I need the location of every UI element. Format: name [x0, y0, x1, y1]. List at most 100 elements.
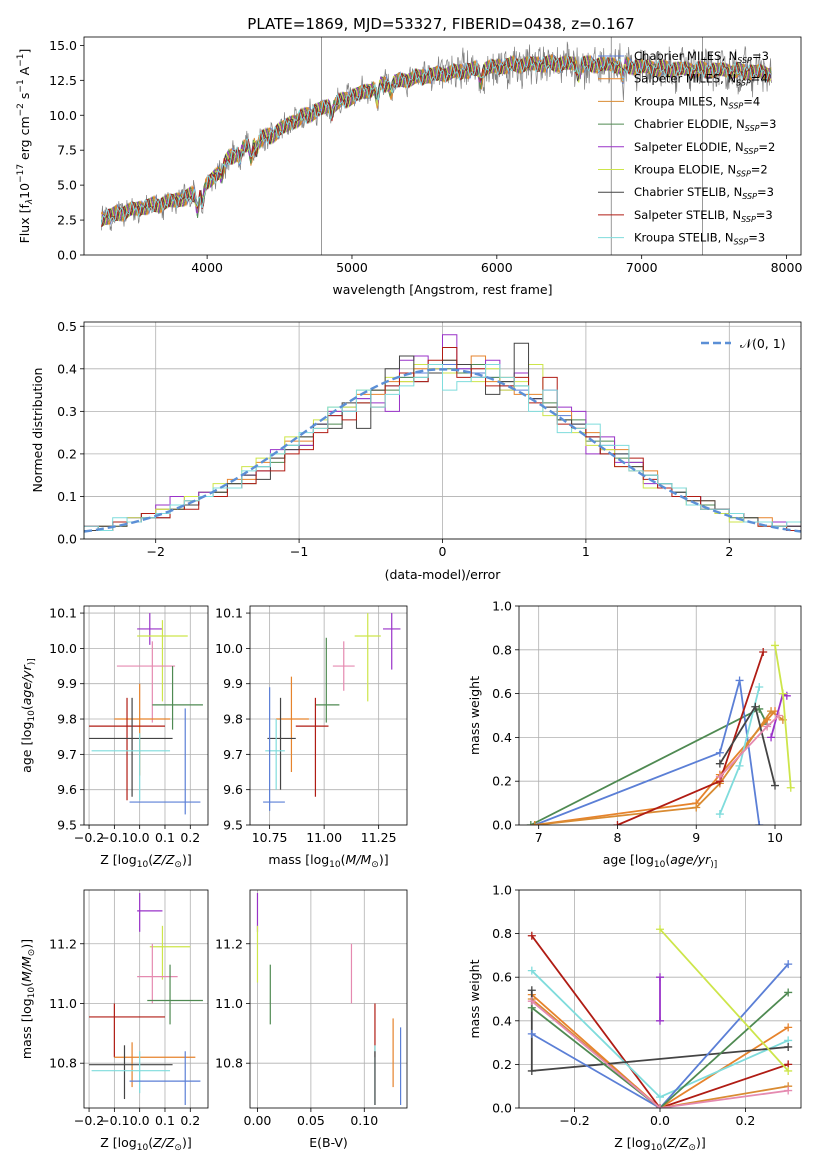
- age-vs-mass-ytick-label: 9.8: [223, 712, 243, 727]
- residuals-lines: [84, 334, 801, 539]
- age-vs-Z-ylabel-part: age [log: [19, 722, 34, 773]
- histogram-step: [84, 364, 801, 539]
- weight-marker: [784, 1066, 793, 1075]
- weight-marker: [715, 748, 724, 757]
- age-vs-Z-xlabel-part: ⊙: [174, 860, 182, 870]
- legend-label: Salpeter ELODIE, NSSP=2: [634, 140, 775, 156]
- weight-vs-Z-ytick-label: 0.2: [492, 1057, 512, 1072]
- mass-vs-ebv-xtick-label: 0.00: [244, 1113, 272, 1128]
- weight-line: [531, 935, 789, 1108]
- weight-vs-age-xlabel-part: 10: [654, 860, 666, 870]
- weight-vs-Z-ytick-label: 1.0: [492, 883, 512, 898]
- spectrum-frame: [83, 36, 802, 256]
- legend-label: Salpeter MILES, NSSP=4: [634, 72, 768, 88]
- age-vs-Z-ylabel-part: )]: [27, 658, 37, 665]
- spectrum-ytick-label: 12.5: [49, 73, 77, 88]
- residuals-ylabel: Normed distribution: [30, 368, 45, 493]
- mass-vs-Z-xlabel-part: (: [148, 1135, 153, 1150]
- weight-marker: [771, 641, 780, 650]
- age-vs-Z-ytick-label: 10.0: [49, 641, 77, 656]
- legend-label: Kroupa ELODIE, NSSP=2: [634, 163, 768, 179]
- weight-marker: [755, 683, 764, 692]
- age-vs-mass-xtick-label: 11.00: [306, 830, 342, 845]
- spectrum-axes: 4000 5000 6000 7000 8000 0.0 2.5 5.0 7.5 10.0 12.5…: [49, 38, 802, 275]
- weight-marker: [527, 1066, 536, 1075]
- mass-vs-Z-ylabel-part: )]: [19, 939, 34, 949]
- legend-sub: SSP: [745, 124, 760, 133]
- legend-label: Salpeter STELIB, NSSP=3: [634, 208, 773, 224]
- weight-marker: [527, 931, 536, 940]
- legend-name: Chabrier ELODIE, N: [634, 117, 745, 131]
- age-vs-Z-xtick-label: −0.2: [74, 830, 104, 845]
- mass-vs-Z-xlabel: Z [log10(Z/Z⊙)]: [100, 1135, 191, 1153]
- mass-vs-ebv-frame: [249, 889, 408, 1109]
- legend-n: =3: [756, 208, 773, 222]
- weight-line: [531, 1000, 789, 1108]
- legend-label: Chabrier STELIB, NSSP=3: [634, 185, 774, 201]
- weight-marker: [755, 821, 764, 825]
- legend-name: Salpeter MILES, N: [634, 72, 736, 86]
- legend-n: =3: [757, 185, 774, 199]
- weight-marker: [786, 783, 795, 792]
- weight-vs-Z-xlabel: Z [log10(Z/Z⊙)]: [614, 1135, 705, 1153]
- spectrum-ytick-label: 7.5: [57, 143, 77, 158]
- weight-marker: [527, 966, 536, 975]
- residuals-ytick-label: 0.5: [57, 319, 77, 334]
- spectrum-ytick-label: 2.5: [57, 213, 77, 228]
- weight-marker: [767, 733, 776, 742]
- weight-marker: [656, 1104, 664, 1108]
- weight-marker: [527, 986, 536, 995]
- weight-marker: [656, 1016, 664, 1025]
- legend-name: Chabrier MILES, N: [634, 49, 737, 63]
- age-vs-Z-ylabel: age [log10(age/yr)]: [19, 658, 37, 773]
- legend-sub: SSP: [737, 56, 752, 65]
- weight-vs-age-ylabel: mass weight: [467, 676, 482, 755]
- mass-vs-Z-ylabel-part: M/M: [19, 956, 34, 982]
- weight-line: [531, 998, 789, 1108]
- age-vs-mass-xlabel-part: )]: [379, 852, 389, 867]
- weight-marker: [527, 997, 536, 1006]
- mass-vs-Z-xtick-label: 0.2: [180, 1113, 200, 1128]
- legend-sub: SSP: [734, 238, 749, 247]
- age-vs-mass-xlabel-part: 10: [329, 860, 341, 870]
- spectrum-model-line: [100, 53, 772, 226]
- age-vs-mass-ytick-label: 9.5: [223, 818, 243, 833]
- weight-marker: [526, 821, 535, 825]
- weight-vs-Z-ytick-label: 0.8: [492, 926, 512, 941]
- mass-vs-ebv-marks: [256, 892, 402, 1106]
- weight-vs-age-ytick-label: 0.4: [492, 730, 512, 745]
- spectrum-lines: [100, 37, 773, 255]
- weight-vs-age-ytick-label: 0.6: [492, 686, 512, 701]
- spectrum-xtick-label: 5000: [336, 260, 368, 275]
- age-vs-Z-xlabel-part: Z/Z: [152, 852, 175, 867]
- spectrum-ytick-label: 10.0: [49, 108, 77, 123]
- legend-n: =4: [751, 72, 768, 86]
- weight-vs-age-ytick-label: 0.8: [492, 642, 512, 657]
- mass-vs-ebv-ytick-label: 11.2: [215, 936, 243, 951]
- mass-vs-Z-ytick-label: 10.8: [49, 1056, 77, 1071]
- residuals-xlabel: (data-model)/error: [385, 567, 502, 582]
- weight-vs-Z-xlabel-part: ⊙: [688, 1143, 696, 1153]
- mass-vs-Z-marks: [89, 892, 203, 1106]
- residuals-frame: [83, 321, 802, 540]
- age-vs-Z-ylabel-part: age/yr: [19, 664, 34, 705]
- weight-marker: [530, 821, 539, 825]
- weight-vs-age-xlabel-part: (: [665, 852, 670, 867]
- weight-marker: [527, 1029, 536, 1038]
- legend-n: =3: [760, 117, 777, 131]
- spectrum-ytick-label: 5.0: [57, 178, 77, 193]
- weight-marker: [613, 821, 622, 825]
- age-vs-Z-xlabel: Z [log10(Z/Z⊙)]: [100, 852, 191, 870]
- residuals-xtick-label: −2: [146, 544, 164, 559]
- mass-vs-Z-frame: [83, 889, 209, 1109]
- age-vs-mass-xlabel-part: ⊙: [371, 860, 379, 870]
- weight-marker: [656, 973, 664, 982]
- legend-n: =3: [748, 231, 765, 245]
- legend-name: Kroupa STELIB, N: [634, 231, 734, 245]
- mass-vs-ebv-ytick-label: 11.0: [215, 996, 243, 1011]
- weight-vs-Z-xtick-label: 0.2: [736, 1113, 756, 1128]
- weight-marker: [784, 1023, 793, 1032]
- weight-vs-age-xlabel-part: age [log: [603, 852, 654, 867]
